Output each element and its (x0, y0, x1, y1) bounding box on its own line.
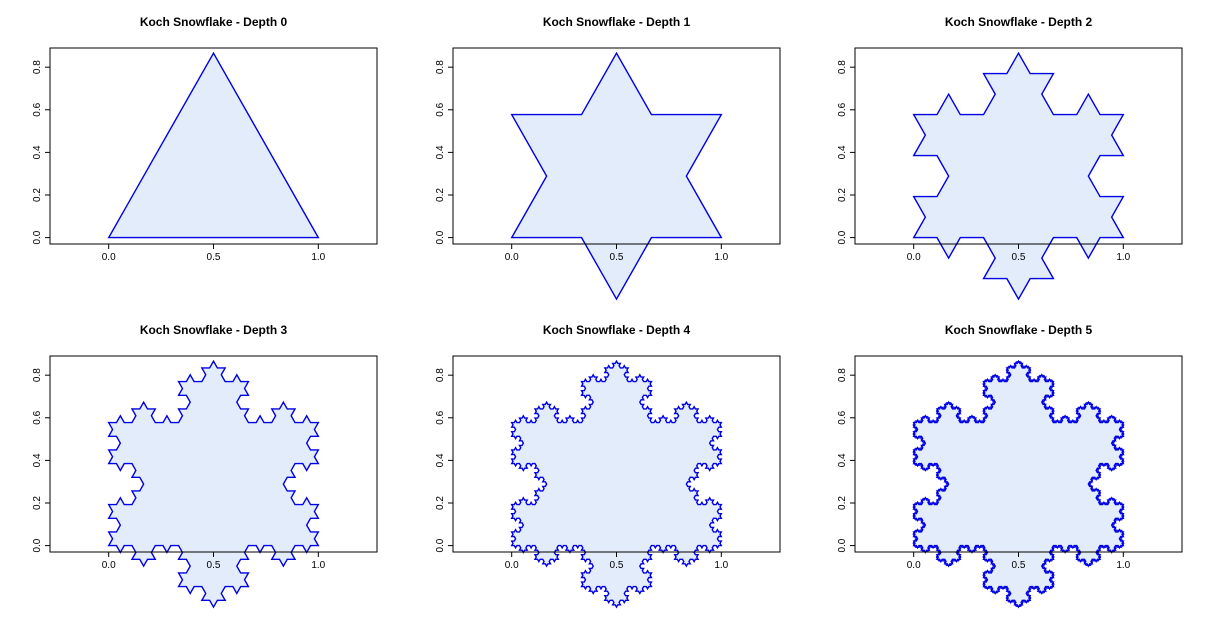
y-tick-label: 0.6 (32, 410, 43, 424)
x-tick-label: 0.5 (610, 560, 624, 571)
y-tick-label: 0.0 (32, 538, 43, 552)
y-tick-label: 0.4 (837, 145, 848, 159)
y-tick-label: 0.0 (435, 538, 446, 552)
y-tick-label: 0.8 (32, 60, 43, 74)
y-tick-label: 0.2 (32, 496, 43, 510)
koch-curve-path (912, 51, 1125, 301)
y-tick-label: 0.8 (837, 60, 848, 74)
y-tick-label: 0.6 (837, 102, 848, 116)
panel-depth-2: Koch Snowflake - Depth 2 0.0 0.5 1.0 0.0 0.2 0… (837, 15, 1183, 301)
x-tick-label: 0.0 (505, 560, 519, 571)
y-tick-label: 0.0 (435, 230, 446, 244)
x-tick-label: 1.0 (311, 560, 325, 571)
x-tick-label: 0.5 (1012, 560, 1026, 571)
y-tick-label: 0.0 (837, 538, 848, 552)
panel-title: Koch Snowflake - Depth 0 (140, 15, 288, 29)
y-tick-label: 0.4 (32, 453, 43, 467)
y-tick-label: 0.8 (435, 60, 446, 74)
koch-curve-path (107, 51, 320, 239)
y-tick-label: 0.4 (435, 145, 446, 159)
y-tick-label: 0.6 (837, 410, 848, 424)
x-tick-label: 0.0 (102, 560, 116, 571)
panel-depth-1: Koch Snowflake - Depth 1 0.0 0.5 1.0 0.0 0.2 0… (435, 15, 781, 301)
y-tick-label: 0.2 (435, 188, 446, 202)
x-tick-label: 0.5 (610, 252, 624, 263)
koch-curve-path (510, 359, 723, 609)
panel-title: Koch Snowflake - Depth 2 (945, 15, 1093, 29)
panel-depth-0: Koch Snowflake - Depth 0 0.0 0.5 1.0 0.0 0.2 0… (32, 15, 378, 263)
koch-curve-path (107, 359, 320, 609)
y-tick-label: 0.2 (837, 496, 848, 510)
panel-depth-3: Koch Snowflake - Depth 3 0.0 0.5 1.0 0.0 0.2 0… (32, 323, 378, 609)
y-tick-label: 0.6 (435, 102, 446, 116)
y-tick-label: 0.6 (32, 102, 43, 116)
y-tick-label: 0.8 (837, 368, 848, 382)
x-tick-label: 0.0 (907, 252, 921, 263)
y-tick-label: 0.2 (435, 496, 446, 510)
x-tick-label: 0.0 (907, 560, 921, 571)
y-tick-label: 0.4 (32, 145, 43, 159)
y-tick-label: 0.8 (435, 368, 446, 382)
x-tick-label: 0.0 (505, 252, 519, 263)
panel-title: Koch Snowflake - Depth 3 (140, 323, 288, 337)
x-tick-label: 0.5 (1012, 252, 1026, 263)
panel-depth-5: Koch Snowflake - Depth 5 0.0 0.5 1.0 0.0 0.2 0… (837, 323, 1183, 609)
x-tick-label: 0.5 (207, 560, 221, 571)
x-tick-label: 1.0 (1116, 252, 1130, 263)
x-tick-label: 1.0 (311, 252, 325, 263)
y-tick-label: 0.8 (32, 368, 43, 382)
panel-title: Koch Snowflake - Depth 4 (543, 323, 691, 337)
x-tick-label: 1.0 (1116, 560, 1130, 571)
y-tick-label: 0.2 (32, 188, 43, 202)
panel-title: Koch Snowflake - Depth 5 (945, 323, 1093, 337)
koch-curve-path (510, 51, 723, 301)
y-tick-label: 0.0 (32, 230, 43, 244)
y-tick-label: 0.0 (837, 230, 848, 244)
y-tick-label: 0.4 (435, 453, 446, 467)
x-tick-label: 0.0 (102, 252, 116, 263)
panel-title: Koch Snowflake - Depth 1 (543, 15, 691, 29)
x-tick-label: 1.0 (714, 560, 728, 571)
x-tick-label: 1.0 (714, 252, 728, 263)
y-tick-label: 0.4 (837, 453, 848, 467)
y-tick-label: 0.2 (837, 188, 848, 202)
koch-curve-path (912, 359, 1125, 609)
x-tick-label: 0.5 (207, 252, 221, 263)
panel-depth-4: Koch Snowflake - Depth 4 0.0 0.5 1.0 0.0 0.2 0… (435, 323, 781, 609)
y-tick-label: 0.6 (435, 410, 446, 424)
